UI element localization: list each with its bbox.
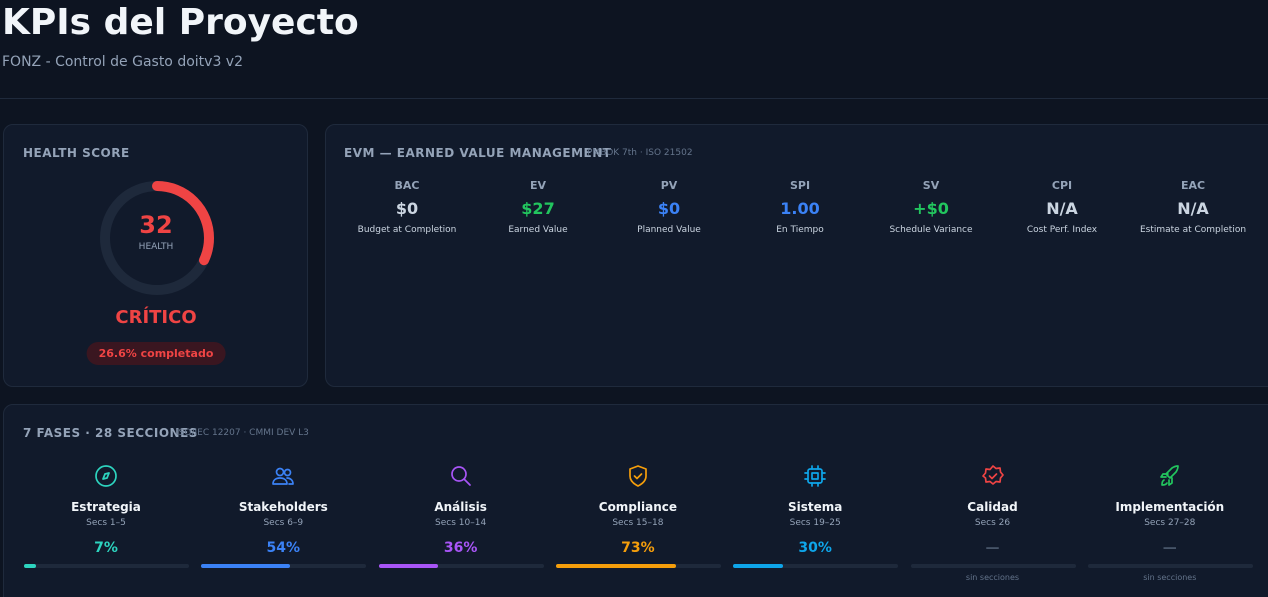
phase-sections: Secs 1–5 <box>86 518 126 528</box>
health-score-label: HEALTH <box>138 242 174 252</box>
phase-sections: Secs 10–14 <box>435 518 487 528</box>
metric-label: EV <box>529 179 547 192</box>
phase-sections: Secs 6–9 <box>263 518 304 528</box>
phase-progress: — <box>985 540 1000 556</box>
phase-progress: 7% <box>94 540 118 556</box>
icon-shape <box>981 465 1004 485</box>
phases-card: 7 FASES · 28 SECCIONES ISO/IEC 12207 · C… <box>3 404 1268 597</box>
icon-shape <box>633 473 643 480</box>
metric-description: Schedule Variance <box>889 225 973 235</box>
phase-name: Calidad <box>967 500 1018 514</box>
phase-icon <box>450 466 471 486</box>
icon-shape <box>629 465 647 487</box>
icon-shape <box>95 465 117 487</box>
completion-badge: 26.6% completado <box>86 342 226 365</box>
progress-track <box>910 564 1076 568</box>
metric-value: $27 <box>521 199 555 218</box>
metric-description: Planned Value <box>637 225 701 235</box>
metric-description: Earned Value <box>508 225 568 235</box>
metric-label: SV <box>922 179 940 192</box>
icon-shape <box>283 468 292 477</box>
progress-bar <box>555 564 677 568</box>
phase-progress: 73% <box>621 540 655 556</box>
icon-shape <box>988 473 997 480</box>
metric-value: 1.00 <box>780 199 820 218</box>
progress-track <box>733 564 899 568</box>
phase-name: Compliance <box>598 500 678 514</box>
icon-shape <box>275 467 285 477</box>
phase-sections: Secs 19–25 <box>789 518 841 528</box>
metric-description: Estimate at Completion <box>1139 225 1247 235</box>
phase-name: Estrategia <box>71 500 141 514</box>
metric-label: CPI <box>1051 179 1073 192</box>
progress-bar <box>733 564 783 568</box>
evm-card: EVM — EARNED VALUE MANAGEMENT PMBOK 7th … <box>325 124 1268 387</box>
phase-progress: 54% <box>266 540 301 556</box>
phase-icon <box>272 467 295 485</box>
phase-progress: 30% <box>798 540 832 556</box>
icon-shape <box>450 466 467 482</box>
evm-heading: EVM — EARNED VALUE MANAGEMENT <box>344 146 612 160</box>
progress-track <box>24 564 189 568</box>
phase-progress: — <box>1162 540 1177 556</box>
icon-shape <box>102 472 110 480</box>
phase-sections: Secs 27–28 <box>1144 518 1196 528</box>
page-subtitle: FONZ - Control de Gasto doitv3 v2 <box>2 54 243 70</box>
progress-bar <box>378 564 438 568</box>
metric-label: SPI <box>789 179 811 192</box>
health-gauge <box>100 181 214 295</box>
icon-shape <box>807 468 824 484</box>
metric-label: PV <box>660 179 678 192</box>
phase-sections: Secs 15–18 <box>612 518 664 528</box>
evm-standard: PMBOK 7th · ISO 21502 <box>587 148 693 158</box>
metric-description: En Tiempo <box>776 225 824 235</box>
phase-note: sin secciones <box>965 573 1020 582</box>
health-heading: HEALTH SCORE <box>23 146 130 160</box>
health-score: 32 <box>139 211 173 239</box>
metric-value: N/A <box>1177 199 1209 218</box>
phases-standard: ISO/IEC 12207 · CMMI DEV L3 <box>176 428 309 438</box>
phase-icon <box>95 465 117 487</box>
metric-label: BAC <box>394 179 420 192</box>
icon-shape <box>462 478 471 486</box>
phases-heading: 7 FASES · 28 SECCIONES <box>23 426 198 440</box>
health-status: CRÍTICO <box>115 307 197 328</box>
metric-description: Cost Perf. Index <box>1026 225 1098 235</box>
icon-shape <box>1159 465 1179 486</box>
metric-value: $0 <box>657 199 681 218</box>
gauge-arc <box>100 181 214 295</box>
progress-track <box>378 564 544 568</box>
phase-note: sin secciones <box>1143 573 1197 582</box>
phase-name: Análisis <box>434 500 487 514</box>
page-title: KPIs del Proyecto <box>2 2 359 43</box>
phase-progress: 36% <box>443 540 478 556</box>
metric-description: Budget at Completion <box>357 225 457 235</box>
metric-value: +$0 <box>913 199 949 218</box>
metric-value: N/A <box>1046 199 1078 218</box>
progress-bar <box>201 564 291 568</box>
progress-bar <box>24 564 36 568</box>
phase-sections: Secs 26 <box>974 518 1011 528</box>
divider <box>0 98 1268 99</box>
icon-shape <box>811 472 820 480</box>
phase-name: Implementación <box>1115 500 1225 514</box>
metric-value: $0 <box>395 199 419 218</box>
phase-icon <box>629 465 647 487</box>
phase-icon <box>1159 465 1179 486</box>
phase-name: Stakeholders <box>238 500 328 514</box>
phase-name: Sistema <box>788 500 843 514</box>
icon-shape <box>272 477 295 485</box>
progress-track <box>1087 564 1253 568</box>
icon-shape <box>804 465 827 487</box>
phase-icon <box>981 465 1004 485</box>
metric-label: EAC <box>1180 179 1206 192</box>
phase-icon <box>804 465 827 487</box>
health-card: HEALTH SCORE 32 HEALTH CRÍTICO 26.6% com… <box>3 124 308 387</box>
